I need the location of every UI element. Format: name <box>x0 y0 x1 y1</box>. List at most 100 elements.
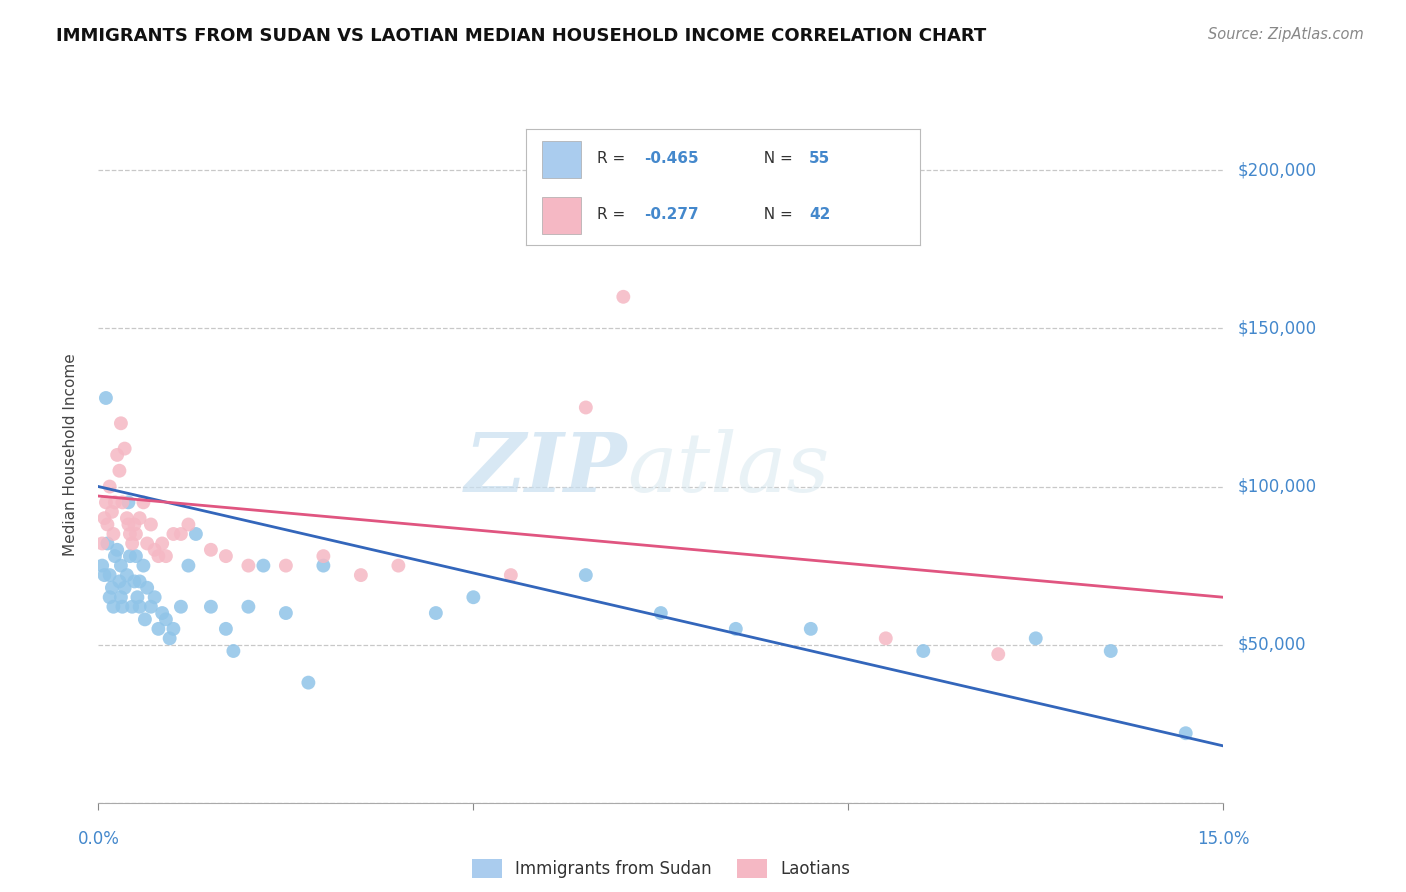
Point <box>108 574 131 589</box>
Point <box>912 644 935 658</box>
Point <box>575 401 598 415</box>
Point <box>215 549 238 563</box>
Point <box>111 495 134 509</box>
Point <box>118 527 141 541</box>
Point <box>114 581 136 595</box>
Point <box>350 568 373 582</box>
Point <box>134 612 156 626</box>
Point <box>136 581 159 595</box>
Point <box>200 542 222 557</box>
Point <box>162 527 184 541</box>
Point <box>114 442 136 456</box>
Point <box>724 622 747 636</box>
Point <box>118 549 141 563</box>
Point <box>499 568 522 582</box>
Point <box>94 495 117 509</box>
Point <box>93 511 115 525</box>
Point <box>215 622 238 636</box>
Point <box>91 558 114 573</box>
Point <box>162 622 184 636</box>
Point <box>121 599 143 614</box>
Point <box>128 574 150 589</box>
Point <box>143 591 166 605</box>
Point <box>875 632 897 646</box>
Point <box>105 448 128 462</box>
Point <box>297 675 319 690</box>
Point <box>159 632 181 646</box>
Text: atlas: atlas <box>627 429 830 508</box>
Point <box>150 536 173 550</box>
Point <box>200 599 222 614</box>
Point <box>91 536 114 550</box>
Point <box>650 606 672 620</box>
Text: 55: 55 <box>810 152 831 167</box>
Point <box>115 568 138 582</box>
Point <box>177 558 200 573</box>
Point <box>274 606 297 620</box>
Point <box>1099 644 1122 658</box>
Point <box>238 599 260 614</box>
Text: R =: R = <box>596 152 630 167</box>
Point <box>117 495 139 509</box>
Point <box>103 599 125 614</box>
Point <box>238 558 260 573</box>
Point <box>104 495 127 509</box>
Point <box>98 479 121 493</box>
Point <box>800 622 823 636</box>
Point <box>96 517 118 532</box>
Point <box>111 599 134 614</box>
Text: 42: 42 <box>810 207 831 222</box>
Point <box>139 599 162 614</box>
Text: -0.465: -0.465 <box>644 152 699 167</box>
Point <box>110 417 132 431</box>
Point <box>252 558 274 573</box>
Text: ZIP: ZIP <box>464 429 627 508</box>
Point <box>387 558 409 573</box>
Point <box>139 517 162 532</box>
Point <box>148 549 170 563</box>
Point <box>575 568 598 582</box>
Point <box>150 606 173 620</box>
Text: -0.277: -0.277 <box>644 207 699 222</box>
Point <box>98 568 121 582</box>
Text: $200,000: $200,000 <box>1237 161 1316 179</box>
Point <box>128 599 150 614</box>
Point <box>115 511 138 525</box>
Point <box>124 574 146 589</box>
Point <box>170 599 193 614</box>
Point <box>121 536 143 550</box>
Point <box>222 644 245 658</box>
Point <box>105 542 128 557</box>
Point <box>143 542 166 557</box>
Point <box>128 511 150 525</box>
Point <box>274 558 297 573</box>
Text: $50,000: $50,000 <box>1237 636 1306 654</box>
Text: Source: ZipAtlas.com: Source: ZipAtlas.com <box>1208 27 1364 42</box>
Point <box>177 517 200 532</box>
Text: $100,000: $100,000 <box>1237 477 1316 496</box>
Point <box>104 549 127 563</box>
Text: N =: N = <box>754 152 797 167</box>
Point <box>132 495 155 509</box>
Y-axis label: Median Household Income: Median Household Income <box>63 353 77 557</box>
Text: R =: R = <box>596 207 630 222</box>
Point <box>125 527 148 541</box>
Point <box>463 591 485 605</box>
Point <box>132 558 155 573</box>
Point <box>93 568 115 582</box>
Point <box>103 527 125 541</box>
Point <box>312 549 335 563</box>
Point <box>101 505 124 519</box>
Text: $150,000: $150,000 <box>1237 319 1316 337</box>
Point <box>425 606 447 620</box>
Point <box>127 591 149 605</box>
Point <box>101 581 124 595</box>
Point <box>148 622 170 636</box>
Point <box>124 517 146 532</box>
Text: 15.0%: 15.0% <box>1197 830 1250 847</box>
Text: 0.0%: 0.0% <box>77 830 120 847</box>
Point <box>987 647 1010 661</box>
Point <box>1174 726 1197 740</box>
Point <box>96 536 118 550</box>
Point <box>170 527 193 541</box>
